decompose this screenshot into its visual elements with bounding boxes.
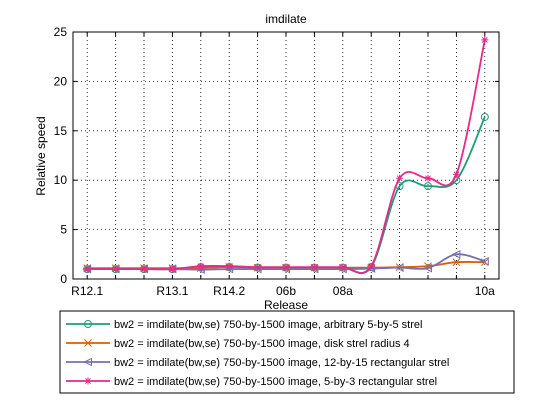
y-tick-label: 0 xyxy=(60,272,67,286)
legend-entry: bw2 = imdilate(bw,se) 750-by-1500 image,… xyxy=(66,319,422,331)
y-tick-label: 15 xyxy=(54,124,68,138)
data-point xyxy=(254,263,262,271)
x-axis-title: Release xyxy=(264,298,308,312)
x-tick-label: R13.1 xyxy=(156,284,188,298)
grid xyxy=(73,32,499,279)
data-point xyxy=(83,265,91,273)
data-point xyxy=(452,258,461,267)
legend-label: bw2 = imdilate(bw,se) 750-by-1500 image,… xyxy=(114,338,410,350)
data-point xyxy=(225,262,233,270)
data-point xyxy=(310,263,318,271)
y-tick-label: 25 xyxy=(54,25,68,39)
x-tick-label: 08a xyxy=(333,284,353,298)
legend-marker xyxy=(84,377,92,385)
x-tick-label: R12.1 xyxy=(71,284,103,298)
series-4 xyxy=(83,36,489,274)
legend-marker xyxy=(84,320,92,328)
data-point xyxy=(396,174,404,182)
data-point xyxy=(451,249,461,259)
legend-entry: bw2 = imdilate(bw,se) 750-by-1500 image,… xyxy=(66,338,410,350)
y-tick-label: 20 xyxy=(54,74,68,88)
data-point xyxy=(481,36,489,44)
data-point xyxy=(282,263,290,271)
data-point xyxy=(112,265,120,273)
data-point xyxy=(168,265,176,273)
legend: bw2 = imdilate(bw,se) 750-by-1500 image,… xyxy=(59,310,515,394)
data-point xyxy=(480,256,489,266)
legend-label: bw2 = imdilate(bw,se) 750-by-1500 image,… xyxy=(114,357,449,369)
data-point xyxy=(140,265,148,273)
data-point xyxy=(452,170,460,178)
chart-title: imdilate xyxy=(265,12,307,26)
y-tick-label: 5 xyxy=(60,223,67,237)
x-tick-label: R14.2 xyxy=(213,284,245,298)
series-group xyxy=(82,36,489,275)
legend-entry: bw2 = imdilate(bw,se) 750-by-1500 image,… xyxy=(66,357,449,369)
legend-marker xyxy=(84,339,92,347)
legend-marker xyxy=(83,357,92,367)
data-point xyxy=(367,262,375,270)
data-point xyxy=(339,263,347,271)
data-point xyxy=(424,182,432,191)
data-point xyxy=(197,262,205,270)
axes: 0 5 10 15 20 25 R12.1 R13.1 R14.2 06b 08a 10a xyxy=(54,25,499,298)
y-tick-label: 10 xyxy=(54,173,68,187)
legend-entry: bw2 = imdilate(bw,se) 750-by-1500 image,… xyxy=(66,376,437,388)
plot-area xyxy=(73,32,499,279)
y-axis-title: Relative speed xyxy=(34,116,48,195)
data-point xyxy=(480,112,489,121)
legend-label: bw2 = imdilate(bw,se) 750-by-1500 image,… xyxy=(114,319,422,331)
x-tick-label: 06b xyxy=(276,284,296,298)
data-point xyxy=(424,174,432,182)
data-point xyxy=(423,263,432,273)
legend-box xyxy=(59,310,515,394)
legend-label: bw2 = imdilate(bw,se) 750-by-1500 image,… xyxy=(114,376,437,388)
data-point xyxy=(394,263,404,272)
x-tick-label: 10a xyxy=(475,284,495,298)
